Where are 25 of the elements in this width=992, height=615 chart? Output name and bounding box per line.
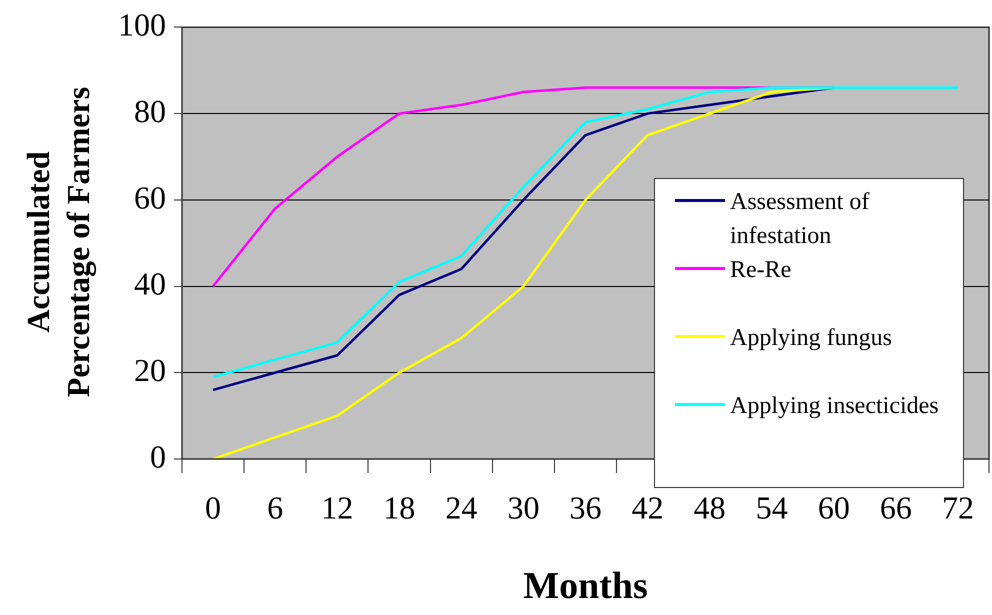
y-tick-label: 80 (134, 92, 166, 129)
y-tick-label: 40 (134, 266, 166, 302)
x-tick-label: 72 (942, 490, 974, 526)
legend-label: Applying fungus (730, 324, 892, 353)
legend-label: Applying insecticides (730, 392, 939, 421)
x-tick-label: 48 (694, 490, 726, 526)
x-tick-label: 42 (632, 490, 664, 526)
x-tick-label: 60 (818, 490, 850, 526)
y-tick-label: 100 (118, 6, 166, 43)
y-tick-label: 60 (134, 179, 166, 216)
y-tick-label: 20 (134, 352, 166, 388)
x-tick-label: 24 (445, 490, 478, 526)
x-tick-label: 30 (507, 490, 540, 526)
x-tick-label: 18 (383, 490, 416, 526)
legend-label: Re-Re (730, 256, 792, 285)
x-tick-label: 12 (321, 490, 354, 526)
x-tick-label: 6 (267, 490, 284, 526)
x-tick-label: 0 (205, 490, 222, 526)
y-tick-label: 0 (150, 438, 166, 474)
x-tick-label: 36 (570, 490, 602, 526)
x-tick-label: 54 (756, 490, 788, 526)
x-axis-title: Months (523, 565, 648, 608)
x-tick-label: 66 (880, 490, 912, 526)
y-axis-title: Accumulated Percentage of Farmers (19, 86, 97, 400)
legend-label: Assessment of infestation (730, 188, 870, 251)
